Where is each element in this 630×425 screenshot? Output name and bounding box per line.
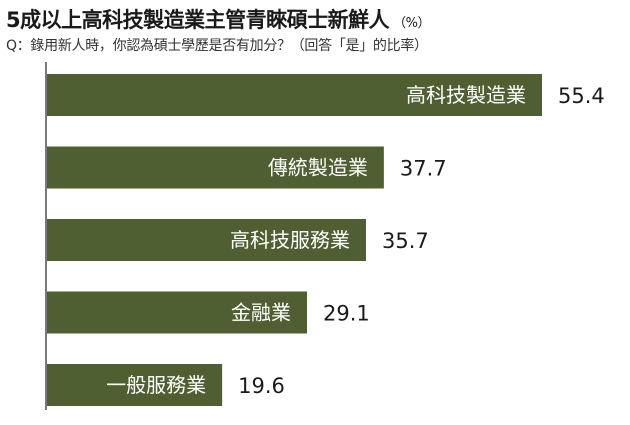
chart-unit: （%） — [393, 16, 430, 31]
bar-1 — [47, 74, 542, 116]
category-label-5: 一般服務業 — [106, 373, 206, 397]
chart-subtitle: Q：錄用新人時，你認為碩士學歷是否有加分？（回答「是」的比率） — [6, 38, 428, 54]
category-label-4: 金融業 — [231, 301, 291, 325]
value-label-1: 55.4 — [558, 84, 605, 108]
bar-2 — [47, 146, 384, 189]
bar-4 — [47, 291, 308, 334]
category-label-1: 高科技製造業 — [406, 83, 526, 107]
value-label-5: 19.6 — [238, 374, 285, 398]
value-label-4: 29.1 — [323, 302, 370, 326]
bar-3 — [47, 219, 366, 261]
value-label-3: 35.7 — [382, 229, 429, 253]
category-label-3: 高科技服務業 — [230, 228, 350, 252]
value-label-2: 37.7 — [400, 157, 447, 181]
bar-5 — [47, 364, 223, 406]
chart-title-text: 5成以上高科技製造業主管青睞碩士新鮮人 — [6, 8, 390, 32]
category-label-2: 傳統製造業 — [268, 156, 368, 180]
chart-title: 5成以上高科技製造業主管青睞碩士新鮮人 （%） — [6, 4, 430, 34]
